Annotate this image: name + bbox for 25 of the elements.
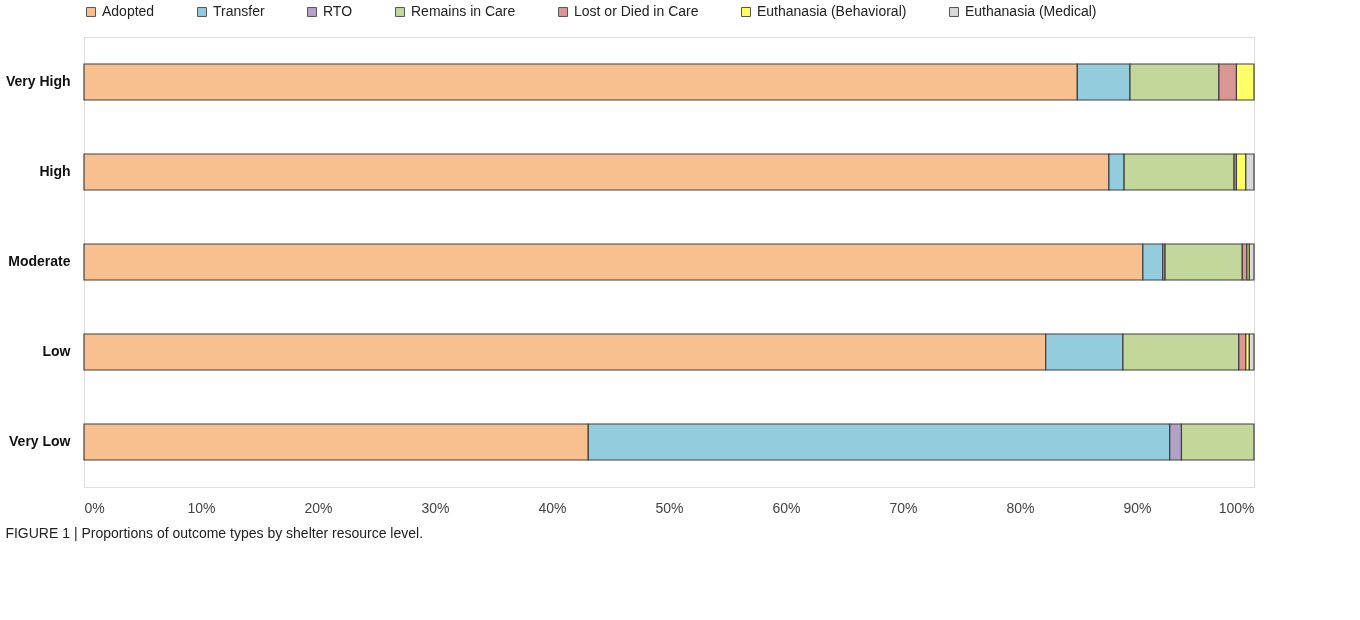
x-tick-label: 0%: [84, 499, 105, 516]
x-tick-label: 100%: [1218, 499, 1255, 516]
x-tick-label: 10%: [187, 499, 216, 516]
legend-label: Euthanasia (Medical): [965, 3, 1097, 19]
x-tick-label: 90%: [1123, 499, 1152, 516]
x-tick-label: 70%: [889, 499, 918, 516]
legend-label: Remains in Care: [411, 3, 516, 19]
x-tick-label: 40%: [538, 499, 567, 516]
bar: [1164, 243, 1243, 281]
legend-label: Transfer: [213, 3, 265, 19]
legend-label: Euthanasia (Behavioral): [757, 3, 907, 19]
x-tick-label: 20%: [304, 499, 333, 516]
x-tick-label: 50%: [655, 499, 684, 516]
y-tick-label: Very Low: [9, 433, 71, 449]
x-tick-label: 60%: [772, 499, 801, 516]
y-tick-label: Moderate: [8, 253, 71, 269]
y-tick-label: Very High: [5, 73, 71, 89]
legend-label: Lost or Died in Care: [574, 3, 699, 19]
x-tick-label: 30%: [421, 499, 450, 516]
x-tick-label: 80%: [1006, 499, 1035, 516]
caption: FIGURE 1 | Proportions of outcome types by shelter resource level.: [5, 525, 424, 541]
legend-label: RTO: [323, 3, 353, 19]
y-tick-label: High: [39, 163, 71, 179]
legend-label: Adopted: [102, 3, 155, 19]
y-tick-label: Low: [42, 343, 71, 359]
